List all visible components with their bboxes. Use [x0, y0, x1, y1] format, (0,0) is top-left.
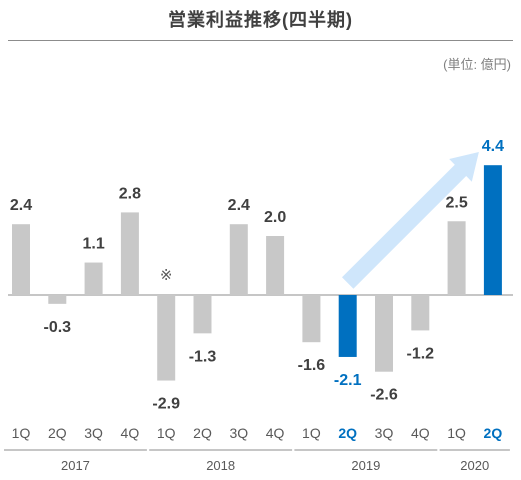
chart-title: 営業利益推移(四半期)	[168, 10, 353, 30]
year-label: 2018	[206, 458, 235, 473]
value-label: -2.6	[370, 387, 398, 404]
unit-label: (単位: 億円)	[443, 57, 511, 72]
quarter-label: 3Q	[84, 425, 103, 441]
quarter-label: 3Q	[229, 425, 248, 441]
bar	[120, 212, 139, 295]
value-label: 2.4	[228, 197, 250, 214]
bar	[302, 295, 321, 343]
quarter-label: 4Q	[411, 425, 430, 441]
year-label: 2019	[351, 458, 380, 473]
quarter-label: 1Q	[12, 425, 31, 441]
bar	[48, 295, 67, 304]
value-label: -0.3	[44, 319, 72, 336]
note-symbol: ※	[160, 267, 173, 284]
bar	[338, 295, 357, 357]
value-label: 1.1	[82, 236, 104, 253]
quarter-label: 2Q	[484, 425, 503, 441]
trend-arrow	[342, 152, 479, 289]
quarter-label: 1Q	[157, 425, 176, 441]
title-divider	[8, 40, 513, 41]
value-label: 2.0	[264, 209, 286, 226]
bar	[229, 224, 248, 295]
quarter-label: 4Q	[266, 425, 285, 441]
quarter-label: 4Q	[121, 425, 140, 441]
quarter-label: 2Q	[338, 425, 357, 441]
value-label: 2.5	[445, 194, 467, 211]
bar	[483, 165, 502, 295]
bar	[447, 221, 466, 295]
year-label: 2017	[61, 458, 90, 473]
bar	[157, 295, 176, 381]
bar	[193, 295, 212, 334]
quarter-label: 1Q	[302, 425, 321, 441]
value-label: -1.6	[298, 357, 326, 374]
year-label: 2020	[460, 458, 489, 473]
value-label: -1.2	[407, 345, 435, 362]
value-label: -1.3	[189, 348, 217, 365]
value-label: 4.4	[482, 138, 504, 155]
bar	[411, 295, 430, 331]
bar	[266, 236, 285, 295]
value-label: -2.1	[334, 372, 362, 389]
value-label: -2.9	[152, 396, 180, 413]
bar	[84, 262, 103, 295]
quarter-label: 2Q	[48, 425, 67, 441]
value-label: 2.4	[10, 197, 32, 214]
quarter-label: 3Q	[375, 425, 394, 441]
quarter-label: 2Q	[193, 425, 212, 441]
value-label: 2.8	[119, 185, 141, 202]
bar	[375, 295, 393, 372]
quarter-label: 1Q	[447, 425, 466, 441]
bar	[12, 224, 30, 295]
